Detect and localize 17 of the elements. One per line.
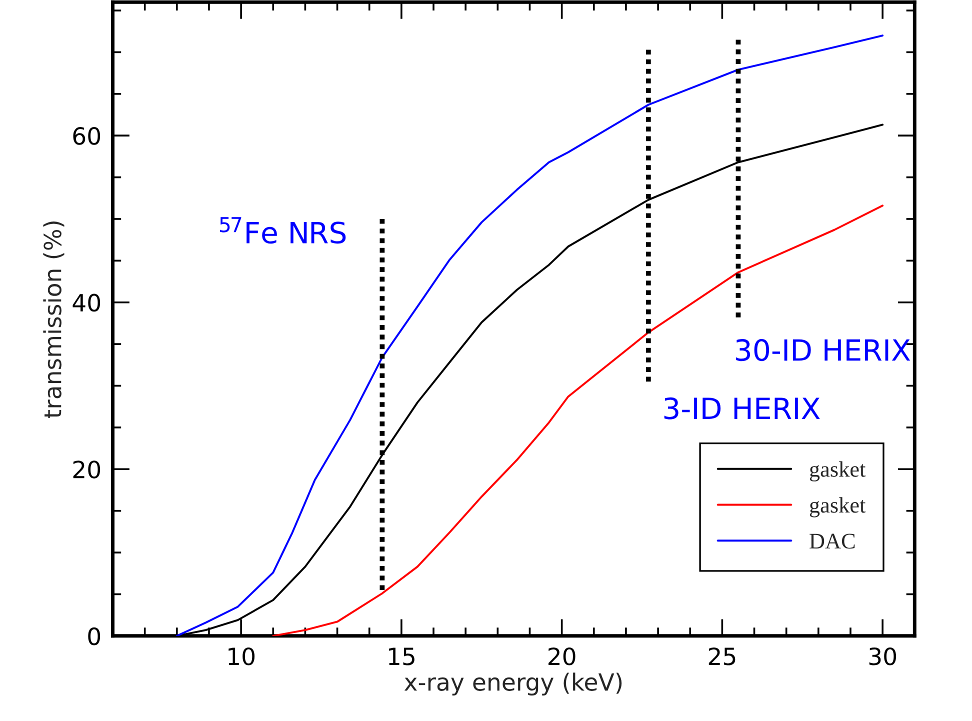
y-tick-label: 40	[72, 294, 100, 312]
x-axis-title: x-ray energy (keV)	[404, 672, 622, 696]
x-tick-label: 30	[869, 647, 896, 666]
y-tick-label: 60	[73, 127, 100, 145]
annotation: 3-ID HERIX	[664, 397, 820, 420]
annotation: 30-ID HERIX	[736, 339, 910, 362]
x-tick-label: 15	[389, 648, 414, 666]
legend-label: gasket	[810, 461, 866, 482]
annotation: $^{57}$Fe NRS	[220, 217, 346, 244]
legend-label: DAC	[810, 534, 855, 549]
x-tick-label: 25	[708, 647, 736, 666]
y-tick-label: 20	[73, 460, 100, 478]
y-axis-title: transmission (%)	[43, 221, 64, 418]
x-tick-label: 10	[228, 647, 255, 666]
y-tick-label: 0	[88, 627, 100, 646]
legend-label: gasket	[810, 497, 866, 518]
x-tick-label: 20	[548, 647, 576, 666]
